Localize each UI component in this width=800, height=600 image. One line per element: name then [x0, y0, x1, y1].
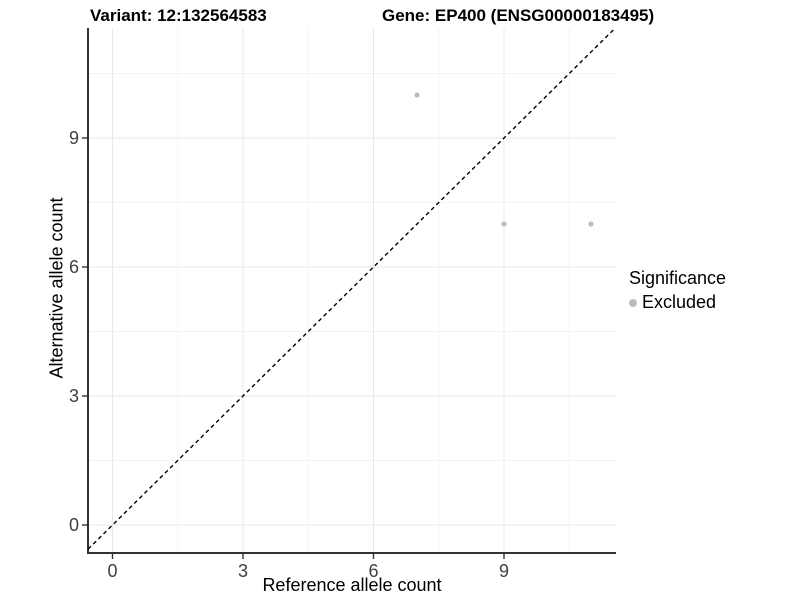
variant-title: Variant: 12:132564583	[90, 6, 267, 25]
x-tick-label: 9	[499, 561, 509, 581]
x-axis-title: Reference allele count	[262, 575, 442, 595]
data-point-excluded	[588, 221, 594, 227]
legend-point-icon	[629, 298, 637, 307]
y-tick-label: 6	[69, 257, 79, 277]
x-tick-label: 6	[368, 561, 378, 581]
legend: Significance Excluded	[629, 268, 726, 313]
y-tick-label: 0	[69, 515, 79, 535]
y-tick-label: 3	[69, 386, 79, 406]
x-tick-label: 3	[238, 561, 248, 581]
y-axis-title: Alternative allele count	[46, 197, 67, 379]
legend-title: Significance	[629, 268, 727, 288]
identity-dashed-line	[87, 27, 616, 550]
data-point-excluded	[501, 221, 507, 227]
data-point-excluded	[414, 92, 420, 98]
gene-title: Gene: EP400 (ENSG00000183495)	[382, 6, 655, 25]
legend-items: Excluded	[629, 292, 726, 313]
legend-item-label: Excluded	[642, 292, 717, 312]
legend-item-excluded: Excluded	[629, 292, 726, 313]
x-tick-label: 0	[107, 561, 117, 581]
y-tick-label: 9	[69, 128, 79, 148]
